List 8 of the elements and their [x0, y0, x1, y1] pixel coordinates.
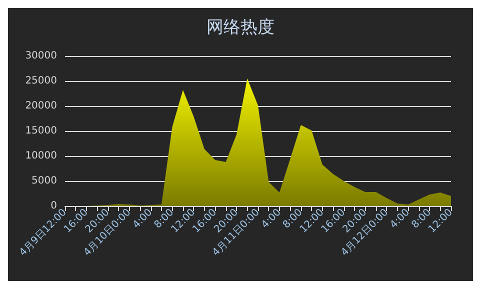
y-tick-label: 30000	[25, 50, 57, 62]
chart-title: 网络热度	[206, 18, 274, 38]
y-tick-label: 25000	[25, 76, 57, 86]
y-tick-label: 20000	[25, 100, 57, 112]
y-tick-label: 15000	[25, 126, 57, 136]
y-tick-label: 10000	[25, 150, 57, 162]
y-tick-label: 0	[50, 200, 57, 212]
y-tick-label: 5000	[32, 176, 57, 186]
